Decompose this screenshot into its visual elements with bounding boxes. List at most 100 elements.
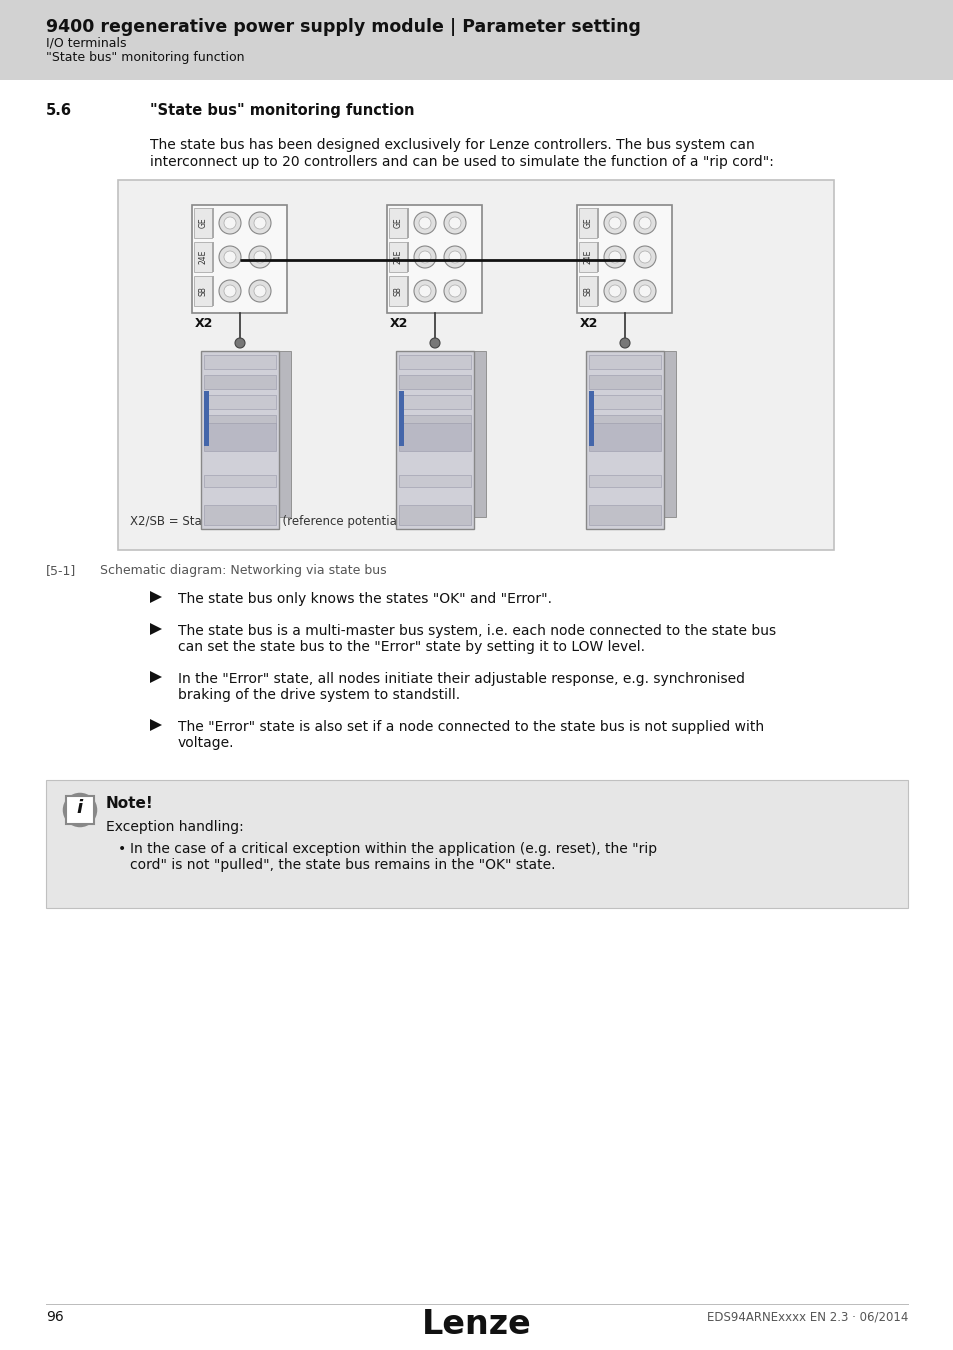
Text: 9400 regenerative power supply module | Parameter setting: 9400 regenerative power supply module | … <box>46 18 640 36</box>
Bar <box>597 275 598 306</box>
Text: 24E: 24E <box>394 250 402 265</box>
Bar <box>201 351 278 529</box>
Bar <box>194 208 213 238</box>
Circle shape <box>224 285 235 297</box>
Bar <box>578 275 597 306</box>
Circle shape <box>443 246 465 269</box>
Bar <box>387 205 482 313</box>
Circle shape <box>603 212 625 234</box>
Bar <box>398 375 471 389</box>
Circle shape <box>249 246 271 269</box>
Bar <box>588 505 660 525</box>
Circle shape <box>449 285 460 297</box>
Bar <box>398 505 471 525</box>
Bar <box>389 208 407 238</box>
Text: "State bus" monitoring function: "State bus" monitoring function <box>150 103 414 117</box>
Text: Schematic diagram: Networking via state bus: Schematic diagram: Networking via state … <box>100 564 386 576</box>
Circle shape <box>64 794 96 826</box>
Circle shape <box>219 246 241 269</box>
Bar <box>213 242 214 271</box>
Text: I/O terminals: I/O terminals <box>46 36 127 50</box>
Bar <box>588 414 660 429</box>
Bar <box>193 205 287 313</box>
Text: interconnect up to 20 controllers and can be used to simulate the function of a : interconnect up to 20 controllers and ca… <box>150 155 773 169</box>
Bar <box>395 351 474 529</box>
Text: SB: SB <box>199 286 208 296</box>
Bar <box>278 351 291 517</box>
Circle shape <box>418 217 431 230</box>
Bar <box>407 275 409 306</box>
Text: The state bus has been designed exclusively for Lenze controllers. The bus syste: The state bus has been designed exclusiv… <box>150 138 754 153</box>
Circle shape <box>253 217 266 230</box>
Circle shape <box>414 212 436 234</box>
Circle shape <box>634 212 656 234</box>
Bar <box>46 780 907 909</box>
Bar <box>588 475 660 487</box>
Circle shape <box>608 285 620 297</box>
Polygon shape <box>150 591 162 603</box>
Circle shape <box>418 251 431 263</box>
Text: X2: X2 <box>194 317 213 329</box>
Text: X2: X2 <box>578 317 598 329</box>
Text: EDS94ARNExxxx EN 2.3 · 06/2014: EDS94ARNExxxx EN 2.3 · 06/2014 <box>706 1310 907 1323</box>
Text: SB: SB <box>394 286 402 296</box>
Bar <box>588 423 660 451</box>
Text: Note!: Note! <box>106 796 153 811</box>
Circle shape <box>249 212 271 234</box>
Polygon shape <box>150 622 162 634</box>
Bar <box>398 355 471 369</box>
Bar <box>398 414 471 429</box>
Circle shape <box>430 338 439 348</box>
Text: The state bus only knows the states "OK" and "Error".: The state bus only knows the states "OK"… <box>178 593 552 606</box>
Text: •: • <box>118 842 126 856</box>
Text: SB: SB <box>583 286 593 296</box>
Circle shape <box>608 251 620 263</box>
Circle shape <box>608 217 620 230</box>
Text: 24E: 24E <box>583 250 593 265</box>
Text: i: i <box>77 799 83 817</box>
Text: Lenze: Lenze <box>421 1308 532 1341</box>
Circle shape <box>414 279 436 302</box>
Bar <box>118 180 833 549</box>
Circle shape <box>619 338 629 348</box>
Bar <box>194 275 213 306</box>
Circle shape <box>639 217 650 230</box>
Bar <box>204 355 275 369</box>
Bar <box>474 351 485 517</box>
Text: X2/SB = State bus In/Out (reference potential GE): X2/SB = State bus In/Out (reference pote… <box>130 514 425 528</box>
Bar <box>588 355 660 369</box>
Bar <box>597 208 598 238</box>
Text: can set the state bus to the "Error" state by setting it to LOW level.: can set the state bus to the "Error" sta… <box>178 640 644 653</box>
Text: The state bus is a multi-master bus system, i.e. each node connected to the stat: The state bus is a multi-master bus syst… <box>178 624 776 639</box>
Text: The "Error" state is also set if a node connected to the state bus is not suppli: The "Error" state is also set if a node … <box>178 720 763 734</box>
Text: GE: GE <box>394 217 402 228</box>
Text: GE: GE <box>583 217 593 228</box>
Bar <box>398 423 471 451</box>
Circle shape <box>253 285 266 297</box>
Circle shape <box>224 251 235 263</box>
Bar <box>194 242 213 271</box>
Circle shape <box>219 279 241 302</box>
Bar <box>663 351 676 517</box>
Circle shape <box>639 251 650 263</box>
Bar <box>389 275 407 306</box>
Bar <box>577 205 672 313</box>
Bar <box>578 208 597 238</box>
Polygon shape <box>150 720 162 730</box>
Circle shape <box>443 212 465 234</box>
Text: 5.6: 5.6 <box>46 103 71 117</box>
Circle shape <box>443 279 465 302</box>
Circle shape <box>603 246 625 269</box>
Bar <box>585 351 663 529</box>
Text: 96: 96 <box>46 1310 64 1324</box>
Circle shape <box>414 246 436 269</box>
Bar <box>398 396 471 409</box>
Bar <box>389 242 407 271</box>
Bar <box>597 242 598 271</box>
Circle shape <box>634 246 656 269</box>
Bar <box>588 375 660 389</box>
Bar <box>398 475 471 487</box>
Circle shape <box>449 251 460 263</box>
Circle shape <box>603 279 625 302</box>
Text: Exception handling:: Exception handling: <box>106 819 244 834</box>
